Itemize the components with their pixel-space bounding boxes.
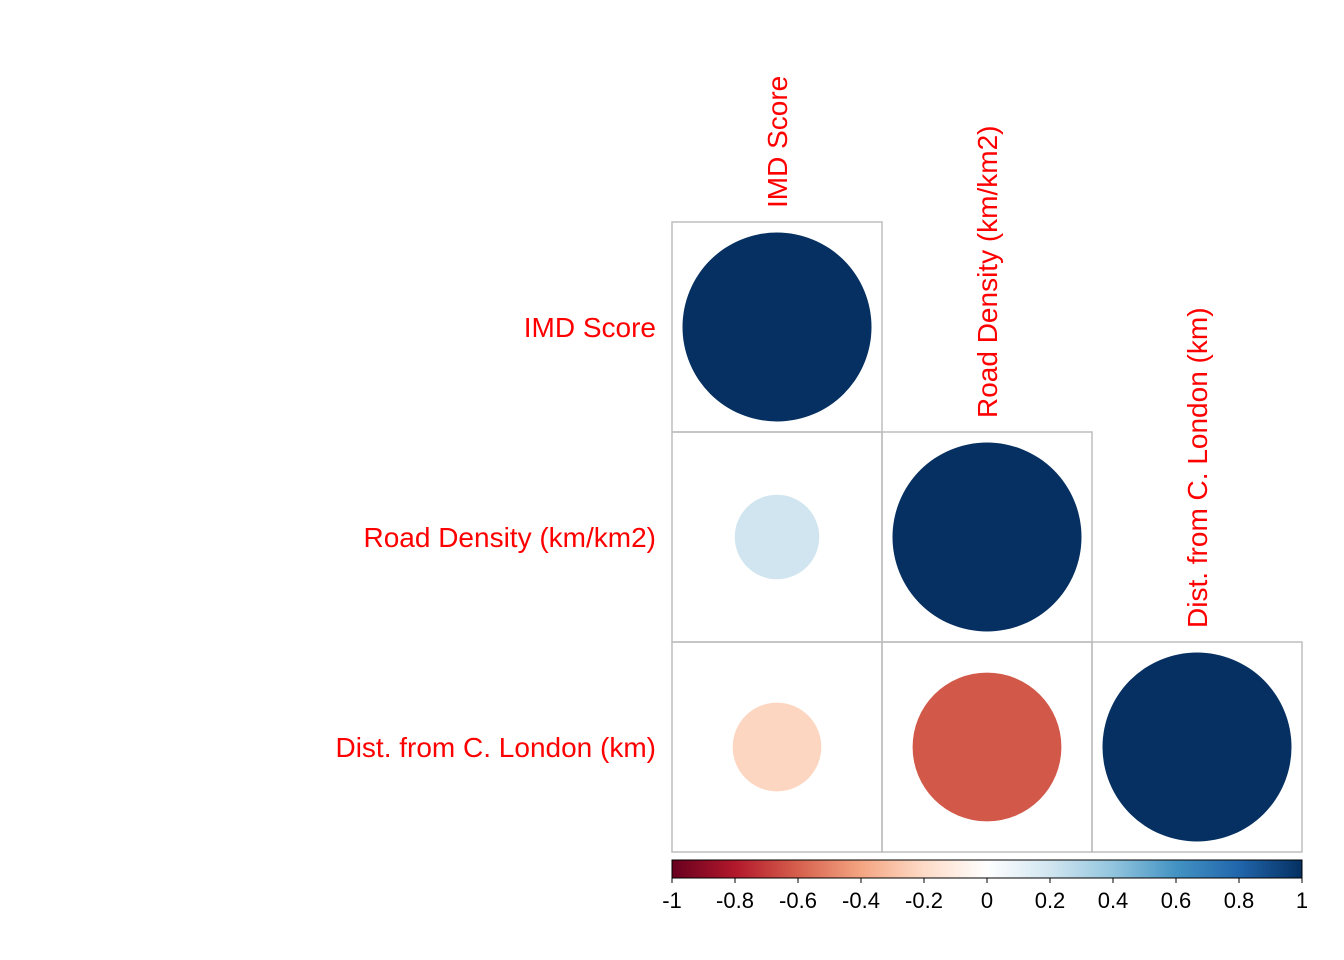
- grid-cell-2-2: [1091, 641, 1303, 853]
- column-label: Road Density (km/km2): [972, 125, 1003, 418]
- colorbar-tick-label: 0.8: [1224, 888, 1255, 913]
- row-label: Road Density (km/km2): [363, 522, 656, 553]
- colorbar-tick-label: -0.8: [716, 888, 754, 913]
- colorbar-tick-label: 1: [1296, 888, 1308, 913]
- colorbar-tick-label: 0.6: [1161, 888, 1192, 913]
- colorbar-tick-label: -1: [662, 888, 682, 913]
- column-label: Dist. from C. London (km): [1182, 307, 1213, 628]
- circles: [682, 232, 1292, 842]
- colorbar-tick-label: -0.4: [842, 888, 880, 913]
- colorbar-gradient: [671, 859, 1303, 879]
- colorbar-tick-label: -0.2: [905, 888, 943, 913]
- colorbar-tick-label: 0: [981, 888, 993, 913]
- colorbar: -1 -0.8 -0.6 -0.4 -0.2 0 0.2 0.4 0.6 0.8 1: [662, 859, 1308, 913]
- corr-circle-1-0: [734, 494, 820, 580]
- corr-circle-2-1: [912, 672, 1062, 822]
- corr-circle-2-2: [1102, 652, 1292, 842]
- column-label: IMD Score: [762, 76, 793, 208]
- column-labels: IMD Score Road Density (km/km2) Dist. from…: [762, 76, 1213, 628]
- colorbar-tick-label: 0.2: [1035, 888, 1066, 913]
- grid: [671, 221, 1303, 853]
- corr-circle-1-1: [892, 442, 1082, 632]
- corr-circle-2-0: [732, 702, 822, 792]
- colorbar-tick-label: -0.6: [779, 888, 817, 913]
- corr-circle-0-0: [682, 232, 872, 422]
- row-labels: IMD Score Road Density (km/km2) Dist. from…: [335, 312, 656, 763]
- colorbar-tick-label: 0.4: [1098, 888, 1129, 913]
- row-label: Dist. from C. London (km): [335, 732, 656, 763]
- row-label: IMD Score: [524, 312, 656, 343]
